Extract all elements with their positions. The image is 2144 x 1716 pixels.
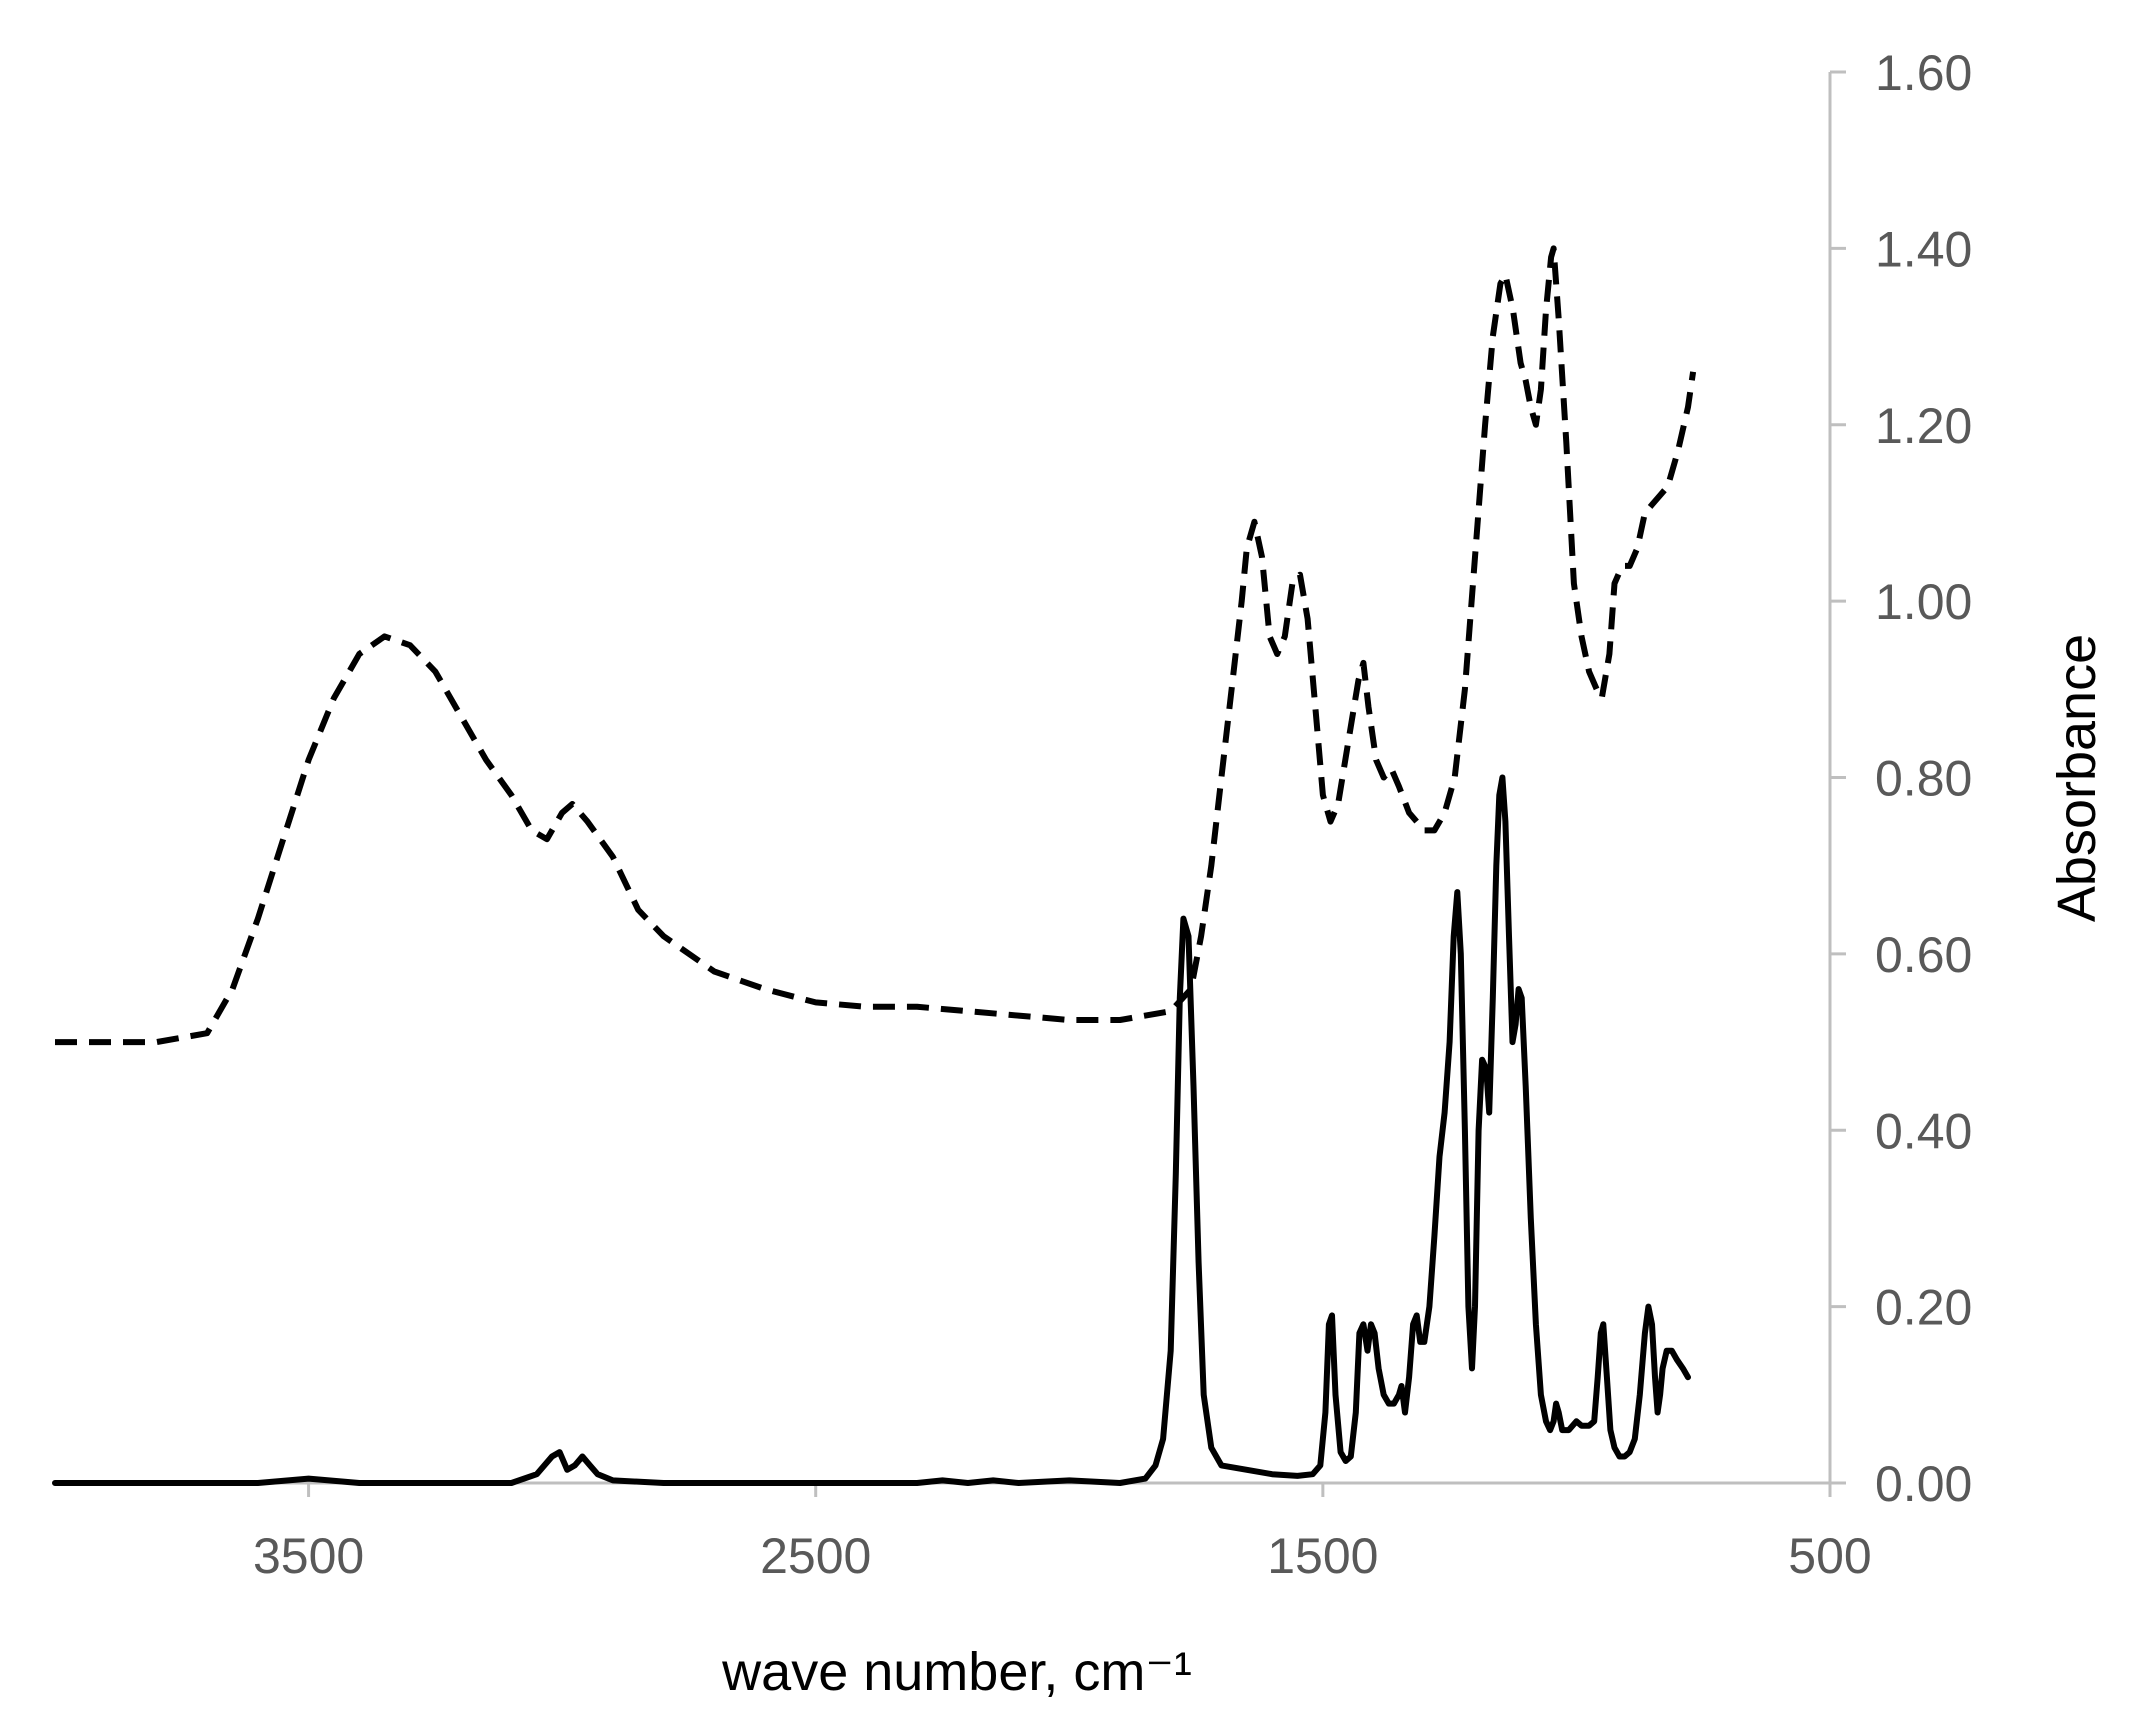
y-tick-label: 1.60	[1875, 45, 1972, 101]
x-tick-label: 1500	[1267, 1528, 1378, 1584]
x-tick-label: 2500	[760, 1528, 871, 1584]
series-layer	[52, 245, 1697, 1486]
series-line-dashed	[55, 245, 1697, 1046]
x-axis-ticks: 3500 2500 1500 500	[253, 1483, 1872, 1584]
x-axis-title: wave number, cm⁻¹	[721, 1642, 1192, 1702]
x-tick-label: 500	[1788, 1528, 1871, 1584]
series-line-solid	[52, 774, 1691, 1486]
y-tick-label: 1.20	[1875, 398, 1972, 454]
x-tick-label: 3500	[253, 1528, 364, 1584]
y-tick-label: 0.40	[1875, 1103, 1972, 1159]
y-tick-label: 1.00	[1875, 574, 1972, 630]
y-tick-label: 1.40	[1875, 221, 1972, 277]
y-tick-label: 0.80	[1875, 751, 1972, 807]
y-tick-label: 0.00	[1875, 1456, 1972, 1512]
y-tick-label: 0.20	[1875, 1280, 1972, 1336]
plot-area: 3500 2500 1500 500 0.00 0.20 0.40 0.60 0.80 1.00…	[52, 45, 1972, 1584]
y-axis-title: Absorbance	[2047, 634, 2107, 922]
y-tick-label: 0.60	[1875, 927, 1972, 983]
y-axis-ticks: 0.00 0.20 0.40 0.60 0.80 1.00 1.20 1.40 1.60	[1830, 45, 1972, 1512]
